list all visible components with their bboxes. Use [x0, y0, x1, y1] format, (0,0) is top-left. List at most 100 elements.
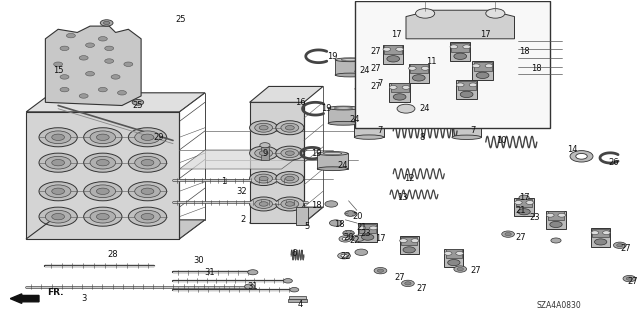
- Circle shape: [259, 125, 268, 130]
- Circle shape: [616, 244, 623, 247]
- Circle shape: [260, 143, 270, 148]
- Circle shape: [52, 213, 65, 220]
- Circle shape: [276, 172, 304, 186]
- Bar: [389, 83, 410, 102]
- Circle shape: [448, 259, 460, 266]
- Circle shape: [39, 153, 77, 172]
- Circle shape: [389, 85, 397, 89]
- Circle shape: [502, 231, 515, 237]
- Bar: [451, 43, 469, 51]
- Circle shape: [141, 134, 154, 140]
- Circle shape: [67, 33, 76, 38]
- Ellipse shape: [355, 87, 384, 91]
- Bar: [355, 71, 384, 89]
- Circle shape: [255, 174, 273, 183]
- Circle shape: [285, 176, 294, 181]
- Polygon shape: [250, 86, 323, 102]
- Text: 24: 24: [349, 115, 360, 124]
- Circle shape: [285, 202, 294, 206]
- Text: 27: 27: [394, 272, 405, 281]
- Polygon shape: [26, 220, 205, 239]
- Circle shape: [518, 209, 530, 215]
- Circle shape: [290, 287, 299, 292]
- Text: 22: 22: [340, 252, 351, 261]
- Bar: [360, 224, 376, 233]
- Circle shape: [39, 207, 77, 226]
- Text: 24: 24: [420, 104, 430, 113]
- Bar: [296, 207, 308, 225]
- Circle shape: [84, 207, 122, 226]
- Circle shape: [250, 146, 278, 160]
- Circle shape: [472, 64, 480, 68]
- Circle shape: [105, 46, 114, 50]
- Circle shape: [387, 56, 399, 62]
- Bar: [390, 83, 408, 92]
- Circle shape: [248, 270, 258, 275]
- Text: 18: 18: [519, 47, 529, 56]
- Polygon shape: [179, 150, 307, 169]
- Circle shape: [132, 100, 143, 105]
- Circle shape: [383, 48, 390, 51]
- Text: 26: 26: [608, 158, 619, 167]
- Circle shape: [558, 213, 566, 217]
- Text: 27: 27: [627, 277, 638, 286]
- Circle shape: [250, 121, 278, 135]
- Text: 7: 7: [470, 126, 476, 135]
- Circle shape: [411, 239, 419, 242]
- Circle shape: [84, 128, 122, 147]
- Text: 23: 23: [529, 213, 540, 222]
- Circle shape: [362, 234, 374, 240]
- Text: 27: 27: [370, 47, 381, 56]
- Text: 11: 11: [426, 56, 436, 65]
- Text: 20: 20: [343, 233, 354, 242]
- Circle shape: [454, 266, 467, 272]
- Circle shape: [476, 72, 489, 78]
- Text: 27: 27: [417, 284, 428, 293]
- Bar: [289, 296, 306, 299]
- Circle shape: [626, 277, 632, 280]
- Circle shape: [276, 197, 304, 211]
- Text: 21: 21: [516, 206, 526, 215]
- Bar: [515, 198, 534, 216]
- Text: 13: 13: [397, 193, 408, 202]
- Circle shape: [341, 254, 348, 257]
- Circle shape: [370, 226, 377, 230]
- Circle shape: [141, 188, 154, 195]
- Bar: [288, 299, 307, 302]
- Circle shape: [377, 269, 383, 272]
- Ellipse shape: [452, 119, 481, 123]
- Circle shape: [393, 94, 406, 100]
- Ellipse shape: [341, 59, 360, 61]
- Bar: [384, 45, 402, 54]
- Bar: [474, 62, 492, 70]
- Circle shape: [79, 94, 88, 98]
- Circle shape: [255, 199, 273, 208]
- Circle shape: [623, 275, 636, 282]
- Text: 19: 19: [321, 104, 332, 113]
- Bar: [452, 122, 481, 137]
- Circle shape: [454, 53, 467, 59]
- Polygon shape: [250, 207, 323, 223]
- Circle shape: [45, 156, 71, 169]
- Ellipse shape: [334, 107, 353, 109]
- Text: 23: 23: [360, 229, 371, 238]
- Circle shape: [281, 174, 299, 183]
- Bar: [456, 80, 477, 99]
- Circle shape: [141, 160, 154, 166]
- Circle shape: [97, 213, 109, 220]
- Circle shape: [84, 182, 122, 201]
- Circle shape: [129, 153, 166, 172]
- Circle shape: [547, 213, 554, 217]
- Circle shape: [90, 210, 116, 223]
- Text: SZA4A0830: SZA4A0830: [537, 301, 582, 310]
- Text: 8: 8: [419, 133, 424, 142]
- Circle shape: [90, 131, 116, 144]
- Circle shape: [397, 104, 415, 113]
- Circle shape: [613, 242, 626, 249]
- Polygon shape: [26, 93, 205, 112]
- Text: 20: 20: [353, 212, 364, 221]
- Circle shape: [469, 83, 477, 87]
- Text: 25: 25: [175, 15, 186, 24]
- Text: 17: 17: [375, 234, 386, 243]
- Text: 10: 10: [497, 136, 507, 145]
